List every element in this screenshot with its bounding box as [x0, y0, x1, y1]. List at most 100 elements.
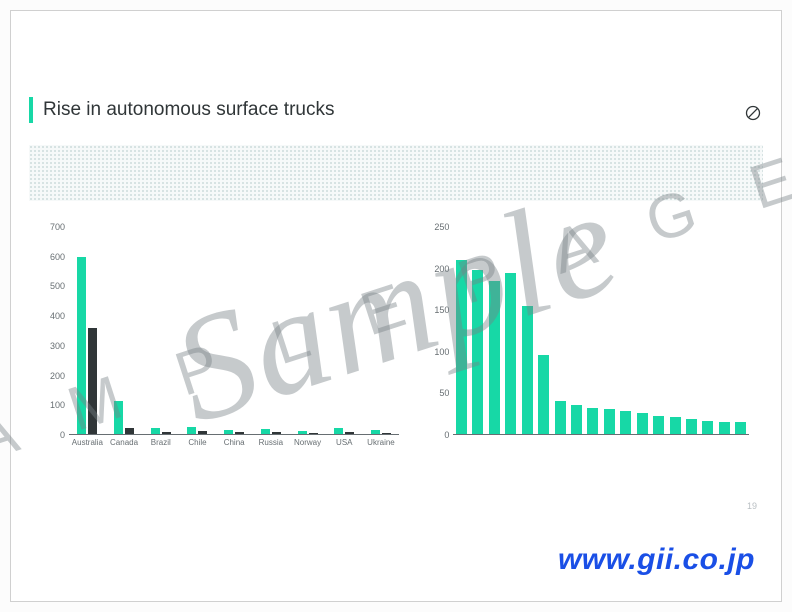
bar [719, 422, 730, 434]
bar-slot [601, 227, 617, 434]
bar [653, 416, 664, 434]
bar-slot [650, 227, 666, 434]
bar [522, 306, 533, 434]
bar-slot [552, 227, 568, 434]
x-tick-label: USA [336, 438, 352, 447]
left-bars: AustraliaCanadaBrazilChileChinaRussiaNor… [69, 227, 399, 434]
right-bars [453, 227, 749, 434]
bar [587, 408, 598, 434]
bar-group: Ukraine [363, 227, 400, 434]
y-tick-label: 600 [39, 252, 65, 262]
bar [637, 413, 648, 434]
x-tick-label: Norway [294, 438, 321, 447]
charts-container: 0100200300400500600700 AustraliaCanadaBr… [39, 221, 753, 461]
bar-slot [700, 227, 716, 434]
bar [686, 419, 697, 434]
bar-group: Brazil [142, 227, 179, 434]
left-plot: AustraliaCanadaBrazilChileChinaRussiaNor… [69, 227, 399, 435]
footer-url: www.gii.co.jp [558, 543, 755, 577]
bar [538, 355, 549, 434]
x-tick-label: Canada [110, 438, 138, 447]
bar [571, 405, 582, 434]
bar-slot [716, 227, 732, 434]
bar-group: Russia [253, 227, 290, 434]
bar [187, 427, 196, 434]
prohibit-icon [745, 105, 761, 121]
bar [151, 428, 160, 434]
x-tick-label: China [224, 438, 245, 447]
title-row: Rise in autonomous surface trucks [29, 97, 334, 123]
y-tick-label: 250 [423, 222, 449, 232]
bar-group: Australia [69, 227, 106, 434]
bar-slot [568, 227, 584, 434]
y-tick-label: 150 [423, 305, 449, 315]
y-tick-label: 500 [39, 281, 65, 291]
bar-slot [733, 227, 749, 434]
bar-slot [486, 227, 502, 434]
bar-slot [585, 227, 601, 434]
y-tick-label: 0 [423, 430, 449, 440]
bar-group: USA [326, 227, 363, 434]
bar [88, 328, 97, 434]
y-tick-label: 0 [39, 430, 65, 440]
x-tick-label: Ukraine [367, 438, 395, 447]
bar [702, 421, 713, 434]
bar [505, 273, 516, 434]
bar-slot [618, 227, 634, 434]
slide-page: Rise in autonomous surface trucks 0 100 20… [10, 10, 782, 602]
bar [235, 432, 244, 434]
bar [670, 417, 681, 434]
bar [620, 411, 631, 434]
dotted-banner [29, 145, 763, 201]
title-accent-bar [29, 97, 33, 123]
x-tick-label: Russia [259, 438, 283, 447]
bar [298, 431, 307, 434]
bar-slot [683, 227, 699, 434]
page-number: 19 [747, 501, 757, 511]
y-tick-label: 400 [39, 311, 65, 321]
bar [472, 270, 483, 434]
bar-slot [503, 227, 519, 434]
x-tick-label: Brazil [151, 438, 171, 447]
bar [382, 433, 391, 434]
bar [309, 433, 318, 434]
bar [489, 281, 500, 434]
bar [456, 260, 467, 434]
bar [162, 432, 171, 434]
bar-slot [535, 227, 551, 434]
bar-slot [519, 227, 535, 434]
y-tick-label: 100 [423, 347, 449, 357]
bar-group: China [216, 227, 253, 434]
bar [261, 429, 270, 434]
bar [198, 431, 207, 434]
y-tick-label: 200 [423, 264, 449, 274]
bar [604, 409, 615, 434]
right-plot [453, 227, 749, 435]
y-tick-label: 300 [39, 341, 65, 351]
y-tick-label: 100 [39, 400, 65, 410]
left-chart: 0100200300400500600700 AustraliaCanadaBr… [39, 221, 403, 461]
bar-group: Norway [289, 227, 326, 434]
bar [371, 430, 380, 434]
x-tick-label: Chile [188, 438, 206, 447]
bar [334, 428, 343, 434]
bar [125, 428, 134, 434]
bar [345, 432, 354, 434]
bar-slot [453, 227, 469, 434]
y-tick-label: 200 [39, 371, 65, 381]
bar [77, 257, 86, 434]
bar-group: Canada [106, 227, 143, 434]
page-title: Rise in autonomous surface trucks [43, 99, 334, 121]
bar-slot [667, 227, 683, 434]
x-tick-label: Australia [72, 438, 103, 447]
bar [555, 401, 566, 434]
y-tick-label: 50 [423, 388, 449, 398]
bar-slot [634, 227, 650, 434]
y-tick-label: 700 [39, 222, 65, 232]
bar-group: Chile [179, 227, 216, 434]
bar [735, 422, 746, 434]
bar-slot [470, 227, 486, 434]
bar [114, 401, 123, 434]
bar [224, 430, 233, 434]
right-chart: 0 50 100 150 200 250 [423, 221, 753, 461]
